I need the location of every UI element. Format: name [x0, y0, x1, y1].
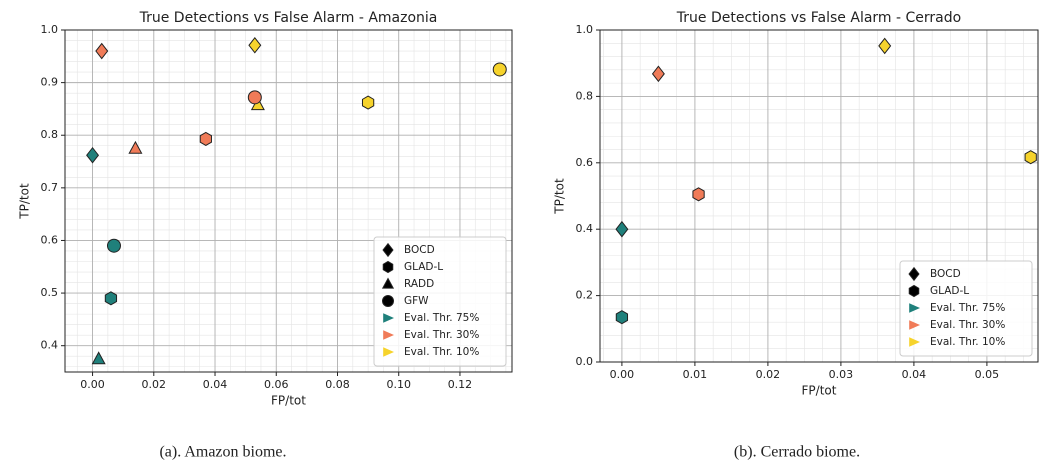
point [615, 310, 629, 325]
y-tick-label: 0.7 [41, 181, 59, 194]
legend-label: Eval. Thr. 10% [930, 336, 1005, 348]
y-axis-label: TP/tot [18, 183, 32, 220]
y-tick-label: 0.4 [576, 222, 594, 235]
point [104, 291, 118, 306]
point [91, 351, 106, 365]
legend [373, 236, 507, 367]
y-tick-label: 0.4 [41, 339, 59, 352]
x-tick-label: 0.05 [975, 368, 1000, 381]
legend-label: Eval. Thr. 75% [930, 302, 1005, 314]
legend-label: BOCD [404, 244, 435, 256]
legend-marker [909, 337, 920, 347]
legend-marker [383, 313, 394, 323]
point [248, 36, 262, 54]
legend-label: BOCD [930, 268, 961, 280]
caption: (b). Cerrado biome. [734, 444, 860, 461]
point [1024, 150, 1037, 165]
y-tick-label: 0.5 [41, 286, 59, 299]
legend-marker [382, 295, 394, 307]
y-tick-label: 0.6 [576, 156, 594, 169]
point [86, 146, 100, 164]
y-tick-label: 0.2 [576, 289, 594, 302]
legend-label: RADD [404, 278, 434, 290]
y-tick-label: 0.9 [41, 76, 59, 89]
y-tick-label: 0.8 [41, 128, 59, 141]
legend-label: Eval. Thr. 30% [404, 329, 479, 341]
y-tick-label: 0.0 [576, 355, 594, 368]
x-tick-label: 0.01 [683, 368, 708, 381]
x-tick-label: 0.12 [448, 378, 473, 391]
legend-label: GLAD-L [404, 261, 443, 273]
x-tick-label: 0.00 [80, 378, 105, 391]
legend-marker [908, 284, 920, 298]
plot-frame [64, 29, 513, 373]
x-tick-label: 0.10 [386, 378, 411, 391]
legend-marker [909, 303, 920, 313]
legend-label: Eval. Thr. 10% [404, 346, 479, 358]
x-tick-label: 0.02 [142, 378, 167, 391]
caption: (a). Amazon biome. [159, 444, 286, 461]
legend-marker [381, 277, 395, 289]
legend-marker [908, 266, 920, 282]
point [651, 65, 665, 83]
y-tick-label: 1.0 [576, 23, 594, 36]
x-tick-label: 0.08 [325, 378, 350, 391]
x-tick-label: 0.06 [264, 378, 289, 391]
x-tick-label: 0.04 [902, 368, 927, 381]
legend-label: GFW [404, 295, 429, 307]
point [692, 187, 705, 202]
x-tick-label: 0.00 [610, 368, 635, 381]
y-tick-label: 0.8 [576, 89, 594, 102]
y-tick-label: 1.0 [41, 23, 59, 36]
plot-frame [599, 29, 1039, 363]
point [492, 62, 507, 77]
point [128, 140, 143, 154]
point [878, 37, 892, 55]
x-tick-label: 0.02 [756, 368, 781, 381]
legend-marker [909, 320, 920, 330]
x-axis-label: FP/tot [271, 394, 306, 408]
legend-marker [382, 260, 394, 274]
legend-marker [383, 347, 394, 357]
point [106, 238, 121, 253]
point [615, 220, 629, 238]
legend-label: Eval. Thr. 75% [404, 312, 479, 324]
chart-title: True Detections vs False Alarm - Cerrado [676, 10, 961, 26]
legend-label: Eval. Thr. 30% [930, 319, 1005, 331]
point [361, 95, 375, 110]
x-axis-label: FP/tot [802, 384, 837, 398]
x-tick-label: 0.04 [203, 378, 228, 391]
x-tick-label: 0.03 [829, 368, 854, 381]
point [95, 42, 109, 60]
point [247, 90, 262, 105]
chart-title: True Detections vs False Alarm - Amazoni… [139, 10, 438, 26]
legend-marker [382, 242, 394, 258]
legend [899, 260, 1033, 357]
legend-label: GLAD-L [930, 285, 969, 297]
y-tick-label: 0.6 [41, 233, 59, 246]
legend-marker [383, 330, 394, 340]
point [199, 131, 212, 146]
y-axis-label: TP/tot [553, 178, 567, 215]
